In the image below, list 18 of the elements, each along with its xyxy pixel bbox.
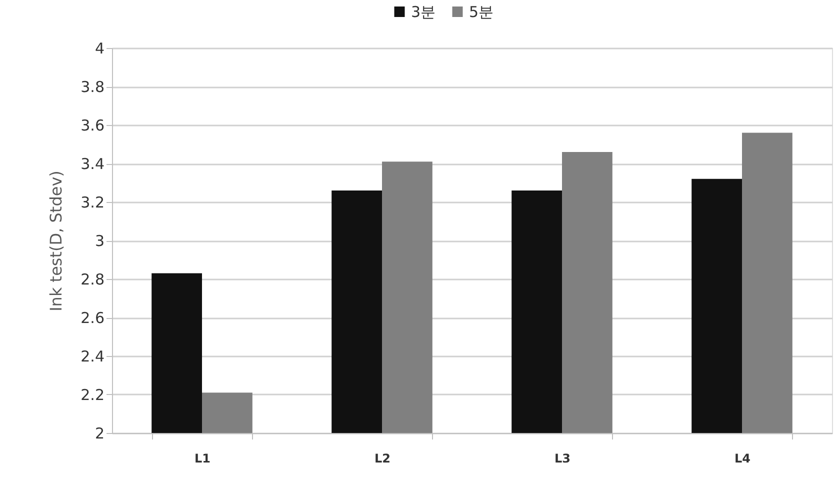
y-tick-label: 3.2 bbox=[80, 194, 104, 212]
x-tick-label: L2 bbox=[374, 452, 390, 466]
y-tick-label: 4 bbox=[94, 40, 104, 58]
x-tick-label: L4 bbox=[734, 452, 750, 466]
legend-label: 3분 bbox=[411, 2, 436, 21]
y-axis-title: Ink test(D, Stdev) bbox=[46, 170, 66, 312]
y-tick-label: 2.4 bbox=[80, 348, 104, 366]
x-tick-label: L3 bbox=[554, 452, 570, 466]
y-tick-label: 3 bbox=[94, 232, 104, 250]
x-tick-label: L1 bbox=[194, 452, 210, 466]
y-tick-label: 3.6 bbox=[80, 116, 104, 134]
y-tick-label: 2 bbox=[94, 424, 104, 442]
y-tick-label: 3.4 bbox=[80, 155, 104, 173]
legend-label: 5분 bbox=[469, 2, 494, 21]
y-tick-label: 2.8 bbox=[80, 270, 104, 288]
y-tick-label: 2.6 bbox=[80, 309, 104, 327]
y-tick-label: 2.2 bbox=[80, 386, 104, 404]
y-tick-label: 3.8 bbox=[80, 78, 104, 96]
